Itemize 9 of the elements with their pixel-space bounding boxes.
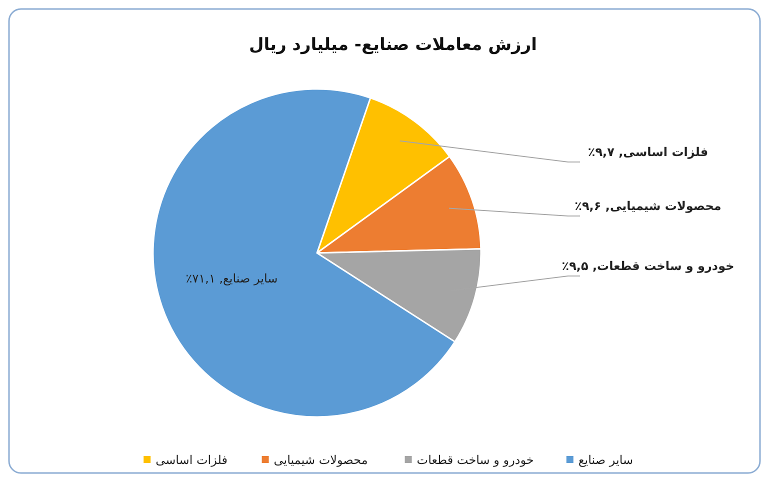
chart-title: ارزش معاملات صنایع- میلیارد ریال bbox=[249, 35, 537, 55]
data-label: محصولات شیمیایی, ۹,۶٪ bbox=[574, 199, 722, 213]
data-label: سایر صنایع, ۷۱,۱٪ bbox=[186, 272, 278, 286]
legend-label: محصولات شیمیایی bbox=[274, 453, 368, 467]
data-label: خودرو و ساخت قطعات, ۹,۵٪ bbox=[562, 259, 734, 273]
legend-label: سایر صنایع bbox=[578, 453, 634, 467]
legend-label: خودرو و ساخت قطعات bbox=[416, 453, 534, 467]
legend-label: فلزات اساسی bbox=[156, 453, 228, 467]
data-label: فلزات اساسی, ۹,۷٪ bbox=[588, 145, 708, 159]
